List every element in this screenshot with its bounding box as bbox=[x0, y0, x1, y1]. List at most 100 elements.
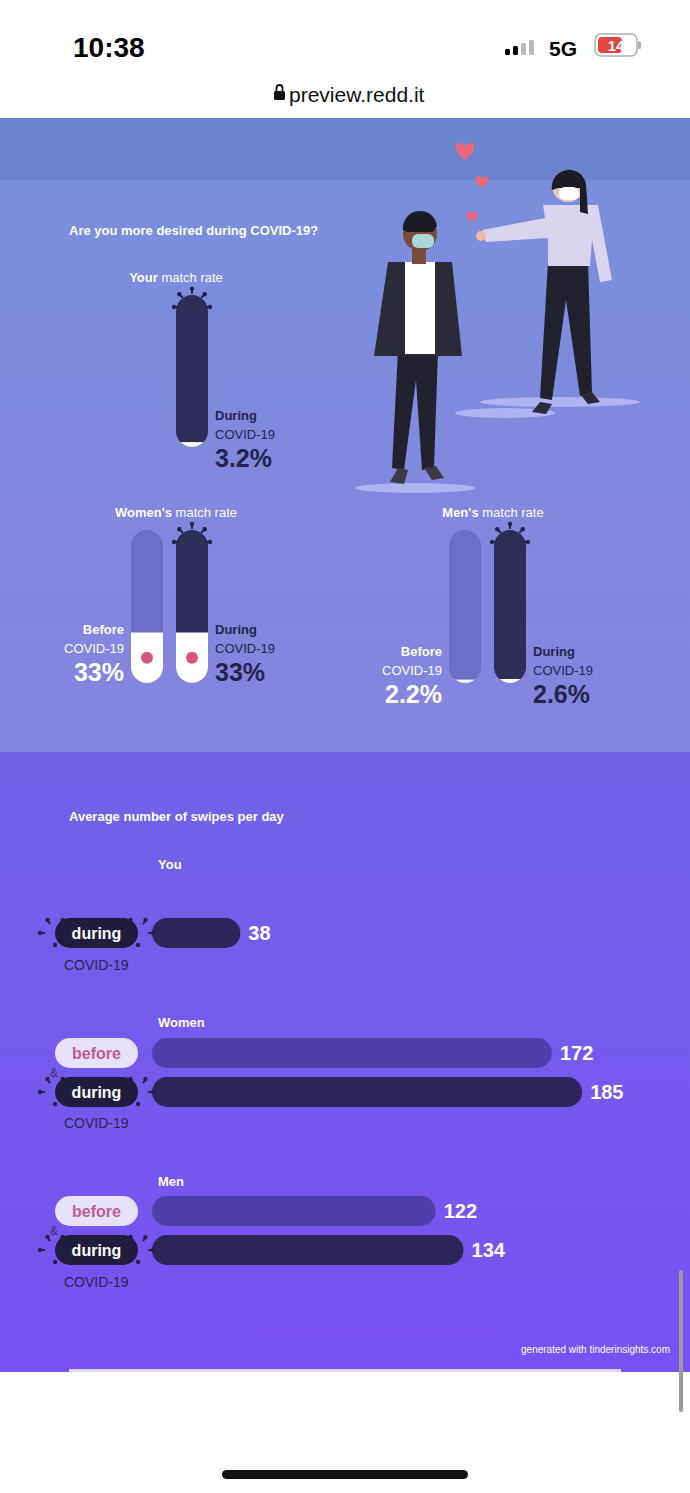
home-indicator bbox=[222, 1470, 468, 1479]
pill bbox=[55, 1196, 138, 1226]
man-hair bbox=[403, 211, 437, 232]
swipe-chart: Womenbefore172during185&COVID-19 bbox=[38, 1015, 624, 1131]
category-sub: COVID-19 bbox=[215, 427, 275, 442]
category-sub: COVID-19 bbox=[382, 663, 442, 678]
joiner: & bbox=[50, 1066, 58, 1080]
tube-fill-group bbox=[494, 679, 526, 683]
tube bbox=[176, 295, 208, 447]
woman-hand bbox=[476, 231, 486, 241]
value-label: 33% bbox=[215, 658, 265, 686]
shadow bbox=[355, 483, 475, 493]
period-label: COVID-19 bbox=[64, 1115, 129, 1131]
virus-dot bbox=[38, 1248, 42, 1252]
virus-dot bbox=[136, 943, 140, 947]
period-label: COVID-19 bbox=[64, 1274, 129, 1290]
virus-dot bbox=[143, 1235, 147, 1239]
pill bbox=[55, 1235, 138, 1265]
category-main: Before bbox=[401, 644, 442, 659]
bars bbox=[152, 918, 240, 948]
heart bbox=[456, 143, 474, 160]
pill bbox=[55, 918, 138, 948]
subtitle-bold: Women's bbox=[115, 505, 172, 520]
category-pill-label: before bbox=[72, 1045, 121, 1062]
subtitle-bold: Men's bbox=[442, 505, 478, 520]
virus-dot bbox=[53, 1102, 57, 1106]
bars bbox=[152, 1196, 464, 1265]
virus-dot bbox=[177, 292, 181, 296]
network: 5G bbox=[549, 37, 577, 60]
bar bbox=[152, 1196, 436, 1226]
virus-dot bbox=[203, 527, 207, 531]
subtitle-rest: match rate bbox=[479, 505, 544, 520]
tube bbox=[449, 530, 481, 683]
virus-dot bbox=[508, 522, 512, 526]
virus-dot bbox=[490, 540, 494, 544]
value-label: 134 bbox=[472, 1239, 506, 1261]
man-jacket bbox=[374, 262, 462, 356]
virus-dot bbox=[143, 1077, 147, 1081]
category-pill-label: during bbox=[72, 925, 122, 942]
category-label: BeforeCOVID-19 bbox=[64, 622, 124, 656]
virus-dot bbox=[208, 305, 212, 309]
bar bbox=[152, 918, 240, 948]
woman-hair bbox=[552, 170, 588, 214]
value-label: 185 bbox=[590, 1081, 623, 1103]
virus-dot bbox=[151, 931, 155, 935]
swipe-chart: Menbefore122during134&COVID-19 bbox=[38, 1174, 506, 1290]
page-bottom bbox=[0, 1372, 690, 1493]
category-label: DuringCOVID-19 bbox=[215, 622, 275, 656]
category-sub: COVID-19 bbox=[533, 663, 593, 678]
bar bbox=[152, 1038, 552, 1068]
fill-dot bbox=[186, 652, 198, 664]
category-main: Before bbox=[83, 622, 124, 637]
virus-dot bbox=[190, 287, 194, 291]
match-chart: Are you more desired during COVID-19? You… bbox=[69, 223, 318, 472]
value-label: 172 bbox=[560, 1042, 593, 1064]
virus-dot bbox=[45, 918, 49, 922]
subtitle-rest: match rate bbox=[158, 270, 223, 285]
value-label: 122 bbox=[444, 1200, 477, 1222]
category-label: During COVID-19 bbox=[533, 644, 593, 678]
fill-dot bbox=[141, 652, 153, 664]
joiner: & bbox=[50, 1224, 58, 1238]
match-chart: Men's match rateBeforeCOVID-192.2%During… bbox=[382, 505, 593, 708]
virus-dot bbox=[172, 540, 176, 544]
browser-chrome bbox=[0, 0, 690, 118]
chart-subtitle: You bbox=[158, 857, 182, 872]
chart-title: Average number of swipes per day bbox=[69, 809, 285, 824]
heart bbox=[466, 212, 477, 222]
swipe-chart: Average number of swipes per day You durin… bbox=[38, 809, 285, 973]
virus-dot bbox=[38, 1090, 42, 1094]
tube-fill-group bbox=[176, 442, 208, 447]
signal-bar bbox=[529, 40, 534, 55]
man-legs bbox=[392, 350, 438, 470]
scrollbar bbox=[679, 1270, 683, 1412]
tube bbox=[176, 530, 208, 683]
chart-subtitle: Men's match rate bbox=[442, 505, 543, 520]
virus-dot bbox=[495, 527, 499, 531]
tube-fill-group bbox=[131, 633, 163, 683]
bar bbox=[152, 1235, 464, 1265]
woman-legs bbox=[540, 262, 592, 400]
man-shirt bbox=[405, 262, 435, 354]
tube-fill-group bbox=[449, 680, 481, 683]
category-main: During bbox=[533, 644, 575, 659]
virus-dot bbox=[203, 292, 207, 296]
category-label: DuringCOVID-19 bbox=[215, 408, 275, 442]
section-swipes bbox=[0, 752, 690, 1372]
man-mask bbox=[412, 234, 434, 248]
woman-mask bbox=[559, 187, 579, 200]
url[interactable]: preview.redd.it bbox=[289, 83, 425, 106]
tube-fill bbox=[449, 680, 481, 683]
value-label: 38 bbox=[248, 922, 270, 944]
bars bbox=[152, 1038, 582, 1107]
tube bbox=[494, 530, 526, 683]
chart-title: Are you more desired during COVID-19? bbox=[69, 223, 318, 238]
subtitle-bold: Your bbox=[129, 270, 158, 285]
signal-bar bbox=[521, 43, 526, 55]
woman-shoes bbox=[532, 392, 600, 414]
tube-fill bbox=[176, 442, 208, 447]
chart-subtitle: Women's match rate bbox=[115, 505, 237, 520]
pill bbox=[55, 1077, 138, 1107]
chart-subtitle: Men bbox=[158, 1174, 184, 1189]
